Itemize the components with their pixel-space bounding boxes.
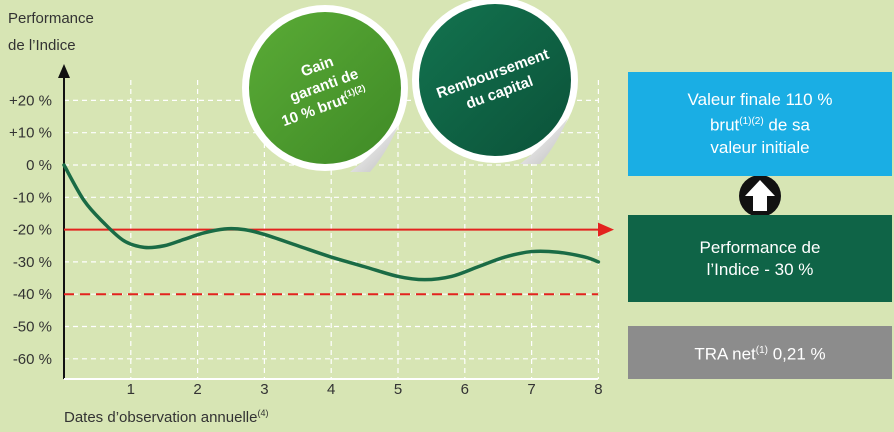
- x-tick-label: 2: [193, 381, 201, 398]
- y-axis-arrow: [58, 64, 70, 78]
- index-performance-line2: l’Indice - 30 %: [706, 259, 814, 279]
- final-value-line3: valeur initiale: [710, 137, 810, 157]
- final-value-box: Valeur finale 110 % brut(1)(2) de sa val…: [628, 72, 892, 176]
- y-tick-label: 0 %: [26, 157, 52, 174]
- y-axis-title-line1: Performance: [8, 10, 94, 27]
- x-tick-label: 7: [527, 381, 535, 398]
- y-tick-label: -20 %: [13, 222, 52, 239]
- y-tick-label: -50 %: [13, 319, 52, 336]
- x-tick-label: 8: [594, 381, 602, 398]
- threshold-arrow: [598, 222, 614, 237]
- y-tick-label: +10 %: [9, 125, 52, 142]
- index-performance-line1: Performance de: [699, 237, 821, 257]
- x-tick-label: 3: [260, 381, 268, 398]
- x-axis-title: Dates d’observation annuelle(4): [64, 408, 269, 426]
- final-value-line1: Valeur finale 110 %: [687, 90, 833, 110]
- final-value-line2: brut(1)(2) de sa: [709, 115, 811, 135]
- arrow-up-icon: [739, 175, 781, 217]
- tra-net-text: TRA net(1) 0,21 %: [694, 344, 826, 364]
- sticker-gain-garanti: Gain garanti de 10 % brut(1)(2): [242, 5, 408, 172]
- index-performance-box: Performance de l’Indice - 30 %: [628, 215, 892, 302]
- tra-net-box: TRA net(1) 0,21 %: [628, 326, 892, 379]
- index-performance-line: [62, 163, 601, 282]
- sticker-remboursement: Remboursement du capital: [412, 0, 578, 164]
- y-tick-label: -10 %: [13, 189, 52, 206]
- y-axis-title-line2: de l’Indice: [8, 37, 76, 54]
- x-tick-label: 4: [327, 381, 335, 398]
- y-tick-label: -60 %: [13, 351, 52, 368]
- x-tick-label: 1: [127, 381, 135, 398]
- y-tick-label: -30 %: [13, 254, 52, 271]
- x-tick-label: 5: [394, 381, 402, 398]
- y-tick-label: -40 %: [13, 286, 52, 303]
- x-tick-label: 6: [461, 381, 469, 398]
- y-tick-label: +20 %: [9, 92, 52, 109]
